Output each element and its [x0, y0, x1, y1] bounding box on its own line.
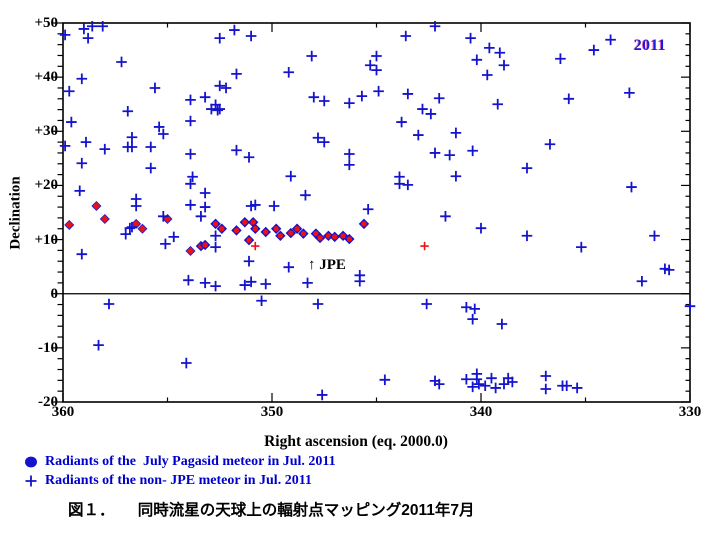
legend-item-nonjpe: Radiants of the non- JPE meteor in Jul. … [24, 471, 336, 490]
jpe-annotation: ↑ JPE [308, 257, 346, 273]
legend-item-jpe: Radiants of the July Pagasid meteor in J… [24, 452, 336, 471]
plus-icon [25, 475, 37, 486]
y-tick-label: +30 [34, 123, 58, 140]
y-tick-label: +50 [34, 15, 58, 31]
legend-label-nonjpe: Radiants of the non- JPE meteor in Jul. … [45, 473, 312, 488]
filled-circle-icon [25, 456, 37, 467]
y-axis-title: Declination [7, 176, 24, 250]
x-tick-label: 330 [678, 404, 702, 420]
plot-frame [62, 22, 691, 403]
y-tick-label: -10 [38, 339, 58, 356]
y-tick-label: 0 [50, 285, 59, 302]
y-tick-label: +40 [34, 69, 58, 86]
figure-caption: 図１． 同時流星の天球上の輻射点マッピング2011年7月 [68, 502, 475, 519]
legend-label-jpe: Radiants of the July Pagasid meteor in J… [45, 454, 336, 469]
y-tick-label: -20 [38, 394, 58, 410]
x-tick-label: 340 [469, 404, 493, 420]
x-tick-label: 350 [260, 404, 284, 420]
y-tick-label: +10 [34, 231, 58, 248]
x-tick-label: 360 [51, 404, 75, 420]
y-tick-label: +20 [34, 177, 58, 194]
legend: Radiants of the July Pagasid meteor in J… [24, 452, 336, 490]
x-axis-title: Right ascension (eq. 2000.0) [264, 433, 448, 450]
year-label: 2011 [634, 37, 667, 54]
